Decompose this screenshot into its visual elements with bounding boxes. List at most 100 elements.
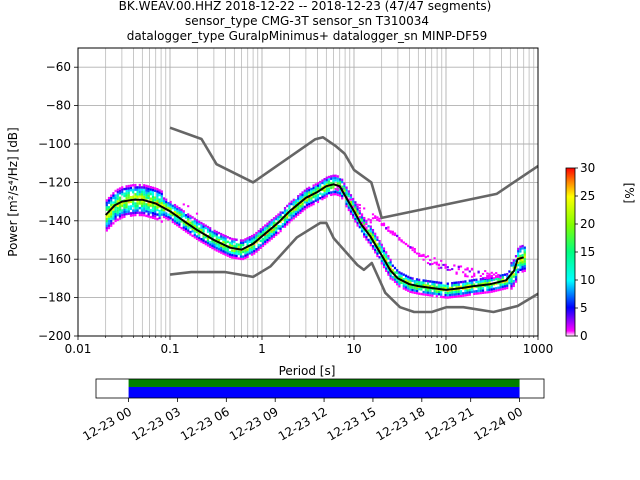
histogram-cell [393,276,397,279]
histogram-cell [123,206,126,209]
histogram-cell [448,286,452,290]
histogram-cell [158,216,161,220]
histogram-cell [501,280,504,284]
histogram-cell [162,208,166,212]
x-axis: 0.01 0.1 1 10 100 1000 [65,336,553,356]
histogram-cell [176,212,179,215]
histogram-cell [187,220,190,223]
histogram-cell [462,292,465,295]
histogram-cell [136,195,139,198]
histogram-cell [503,280,507,283]
histogram-cell [455,281,458,284]
histogram-cell [475,280,478,284]
histogram-cell [464,289,467,292]
histogram-cell [341,178,344,182]
histogram-cell [387,254,390,258]
histogram-cell [114,201,117,204]
histogram-cell [409,285,412,289]
histogram-cell [327,178,331,181]
histogram-cell [233,240,236,243]
histogram-cell [345,188,348,192]
histogram-cell [444,293,447,297]
histogram-cell [143,209,146,212]
histogram-cell [162,213,166,216]
histogram-cell [308,202,311,206]
histogram-cell [435,295,438,298]
histogram-cell [215,233,218,236]
histogram-cell [407,275,410,279]
histogram-cell [470,268,474,271]
histogram-cell [226,247,229,250]
histogram-cell [125,187,128,190]
histogram-cell [371,228,375,232]
histogram-cell [277,218,280,221]
histogram-cell [455,286,458,289]
x-tick-label: 0.01 [65,342,92,356]
histogram-cell [167,202,170,205]
histogram-cell [303,189,306,192]
histogram-cell [266,222,269,225]
histogram-cell [400,274,403,278]
histogram-cell [433,285,436,288]
histogram-cell [176,205,179,208]
histogram-cell [189,214,192,218]
histogram-cell [464,275,467,278]
histogram-cell [266,238,269,242]
histogram-cell [356,221,359,225]
histogram-cell [497,288,500,292]
histogram-cell [110,203,113,207]
histogram-cell [374,216,377,219]
histogram-cell [118,196,122,200]
histogram-cell [169,205,172,208]
histogram-cell [440,295,443,299]
histogram-cell [253,247,256,251]
histogram-cell [288,214,291,217]
histogram-cell [233,254,236,257]
histogram-cell [407,289,410,292]
plot-frame [77,47,539,337]
histogram-cell [415,280,419,283]
histogram-cell [393,280,397,284]
histogram-cell [369,221,372,224]
histogram-cell [134,204,137,208]
histogram-cell [198,222,201,226]
histogram-cell [143,200,146,203]
histogram-cell [490,274,493,277]
title-line-1: BK.WEAV.00.HHZ 2018-12-22 -- 2018-12-23 … [119,0,492,13]
histogram-cell [191,220,194,224]
histogram-cell [371,233,375,236]
histogram-cell [407,277,410,281]
histogram-cell [156,206,159,209]
histogram-cell [466,275,469,278]
histogram-cell [187,215,190,218]
histogram-cell [411,279,414,282]
histogram-cell [255,250,258,253]
histogram-cell [283,220,287,224]
histogram-cell [369,225,372,228]
histogram-cell [123,210,126,214]
histogram-cell [338,182,342,186]
histogram-cell [253,236,256,239]
histogram-cell [523,255,526,259]
histogram-cell [380,222,383,225]
histogram-cell [440,284,443,287]
histogram-cell [503,285,507,288]
histogram-cell [127,207,130,211]
histogram-cell [484,291,487,294]
histogram-cell [121,213,124,217]
histogram-cell [382,265,386,269]
histogram-cell [413,289,416,292]
histogram-cell [180,208,183,212]
histogram-cell [288,207,291,210]
histogram-cell [305,187,309,191]
histogram-cell [277,213,280,216]
histogram-cell [519,266,522,269]
histogram-cell [264,240,267,243]
histogram-cell [107,213,111,216]
histogram-cell [374,215,377,218]
histogram-cell [149,204,152,207]
histogram-cell [473,292,476,296]
histogram-cell [457,290,460,293]
histogram-cell [517,250,520,253]
histogram-cell [147,206,150,209]
